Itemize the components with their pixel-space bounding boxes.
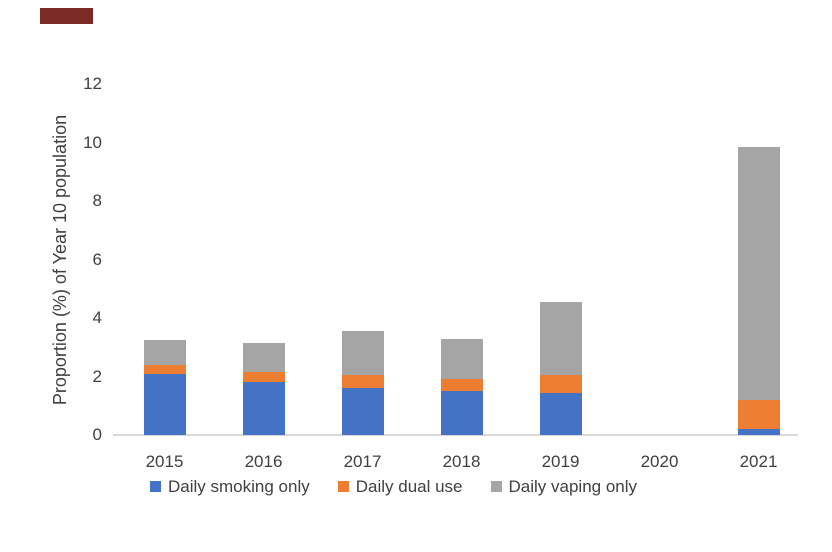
bar-segment-2018-daily-vaping-only (440, 338, 483, 380)
bar-2015 (143, 339, 186, 435)
bar-segment-2019-daily-vaping-only (539, 301, 582, 376)
legend-item-daily-vaping-only: Daily vaping only (490, 477, 638, 497)
bar-segment-2017-daily-smoking-only (341, 388, 384, 435)
top-left-maroon-bar (40, 8, 93, 24)
y-tick-label-0: 0 (92, 425, 102, 444)
legend-swatch-daily-smoking-only (150, 481, 161, 492)
legend-swatch-daily-vaping-only (490, 481, 502, 492)
bar-segment-2018-daily-dual-use (440, 379, 483, 392)
legend-item-daily-dual-use: Daily dual use (337, 477, 463, 497)
bar-segment-2015-daily-smoking-only (143, 373, 186, 435)
bar-segment-2021-daily-vaping-only (737, 146, 780, 400)
x-tick-label-2018: 2018 (442, 452, 481, 471)
bar-2016 (242, 342, 285, 435)
legend-label-daily-dual-use: Daily dual use (355, 477, 463, 496)
bar-segment-2019-daily-dual-use (539, 375, 582, 393)
bar-segment-2016-daily-dual-use (242, 372, 285, 383)
y-tick-label-12: 12 (83, 74, 102, 93)
x-tick-label-2019: 2019 (541, 452, 580, 471)
bar-2018 (440, 338, 483, 435)
x-tick-label-2017: 2017 (343, 452, 382, 471)
y-tick-label-6: 6 (92, 249, 102, 269)
legend-label-daily-vaping-only: Daily vaping only (508, 477, 638, 496)
bar-segment-2017-daily-vaping-only (341, 331, 384, 376)
legend-label-daily-smoking-only: Daily smoking only (168, 477, 310, 496)
bar-segment-2019-daily-smoking-only (539, 392, 582, 435)
y-tick-label-10: 10 (83, 132, 102, 152)
x-axis-line (113, 434, 798, 436)
y-tick-label-8: 8 (92, 191, 102, 210)
bar-segment-2016-daily-smoking-only (242, 382, 285, 435)
bar-segment-2021-daily-dual-use (737, 399, 780, 430)
y-tick-label-2: 2 (92, 366, 102, 386)
x-tick-label-2021: 2021 (739, 452, 778, 471)
x-tick-label-2020: 2020 (640, 452, 679, 471)
legend-item-daily-smoking-only: Daily smoking only (150, 477, 310, 497)
bar-segment-2015-daily-dual-use (143, 364, 186, 374)
bar-segment-2015-daily-vaping-only (143, 339, 186, 365)
bar-2019 (539, 301, 582, 435)
bar-segment-2017-daily-dual-use (341, 375, 384, 389)
bar-segment-2018-daily-smoking-only (440, 391, 483, 435)
legend-swatch-daily-dual-use (337, 481, 349, 492)
x-tick-label-2016: 2016 (244, 452, 283, 471)
bar-2017 (341, 331, 384, 435)
bar-segment-2021-daily-smoking-only (737, 429, 780, 435)
bar-2021 (737, 146, 780, 435)
bar-segment-2016-daily-vaping-only (242, 342, 285, 373)
x-tick-label-2015: 2015 (145, 452, 184, 471)
legend: Daily smoking only Daily dual use Daily va… (150, 477, 637, 497)
y-tick-label-4: 4 (92, 308, 102, 327)
